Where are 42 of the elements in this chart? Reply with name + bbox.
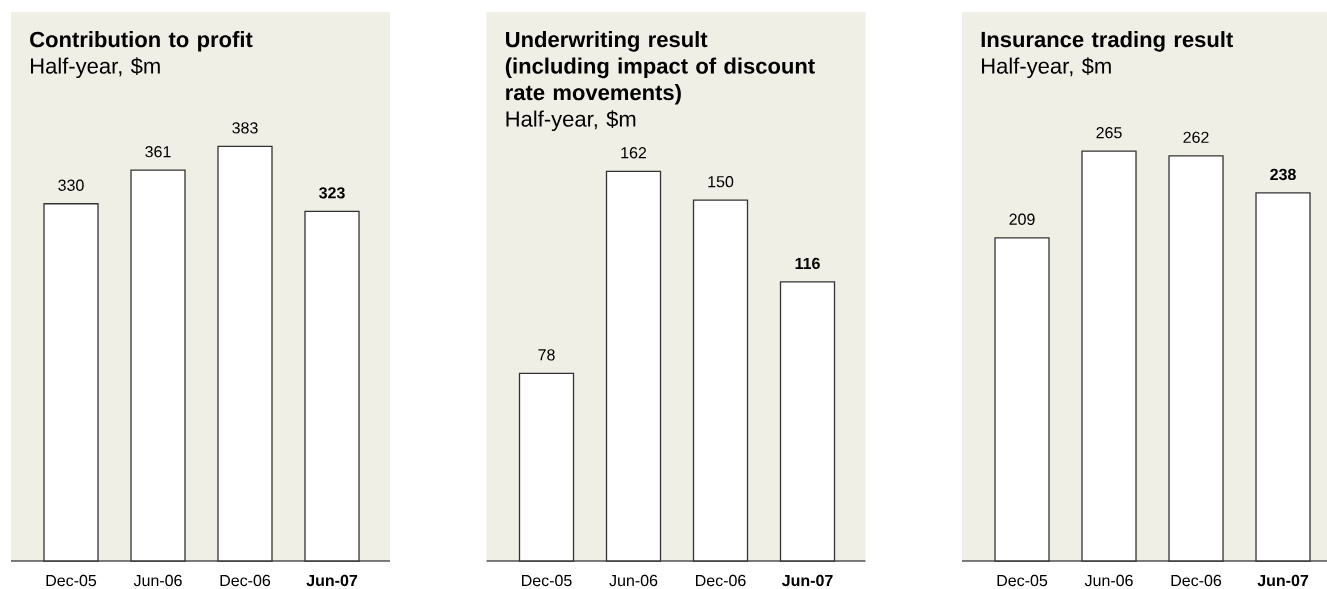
data-label: 383: [232, 122, 258, 134]
bar: [217, 145, 273, 562]
x-tick-label: Dec-05: [997, 574, 1048, 587]
data-label: 162: [621, 147, 647, 159]
x-tick-label: Jun-07: [1257, 574, 1309, 587]
chart-subtitle: Half-year, $m: [982, 57, 1111, 79]
data-label: 78: [538, 349, 555, 361]
data-label: 238: [1270, 168, 1296, 181]
x-tick-label: Dec-05: [46, 574, 97, 587]
bar: [994, 237, 1050, 562]
x-tick-label: Jun-06: [1084, 574, 1133, 587]
data-label: 209: [1009, 213, 1035, 225]
chart-title: Contribution to profit: [30, 31, 253, 52]
chart-subtitle: Half-year, $m: [31, 57, 160, 79]
x-tick-label: Jun-07: [781, 574, 833, 587]
x-tick-label: Dec-05: [522, 574, 572, 587]
data-label: 361: [145, 146, 171, 158]
bar: [304, 210, 360, 562]
bar: [130, 169, 186, 562]
bar: [1168, 155, 1224, 562]
data-label: 116: [795, 257, 820, 270]
bar: [1255, 192, 1311, 562]
data-label: 265: [1096, 127, 1122, 139]
bar: [518, 372, 575, 562]
bar: [43, 203, 99, 562]
x-tick-label: Jun-06: [133, 574, 182, 587]
chart-title: Underwriting result (including impact of discount rate movements): [505, 31, 815, 105]
data-label: 262: [1183, 131, 1209, 143]
x-tick-label: Jun-06: [609, 574, 658, 587]
chart-title: Insurance trading result: [981, 31, 1233, 52]
bar: [605, 170, 662, 562]
bar: [1081, 150, 1137, 562]
data-label: 330: [58, 179, 84, 191]
data-label: 323: [319, 187, 345, 199]
bar: [779, 281, 836, 562]
x-tick-label: Dec-06: [220, 574, 271, 587]
x-tick-label: Jun-07: [306, 574, 358, 587]
x-tick-label: Dec-06: [696, 574, 746, 587]
data-label: 150: [708, 175, 734, 188]
x-tick-label: Dec-06: [1171, 574, 1222, 587]
bar: [692, 199, 749, 562]
chart-subtitle: Half-year, $m: [506, 110, 636, 132]
